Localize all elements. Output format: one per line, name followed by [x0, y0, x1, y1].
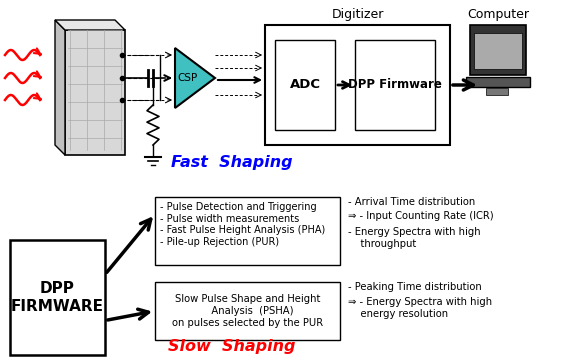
Text: ⇒ - Energy Spectra with high: ⇒ - Energy Spectra with high — [348, 297, 492, 307]
Text: ⇒ - Input Counting Rate (ICR): ⇒ - Input Counting Rate (ICR) — [348, 211, 493, 221]
Text: - Energy Spectra with high: - Energy Spectra with high — [348, 227, 481, 237]
Text: CSP: CSP — [178, 73, 198, 83]
Text: DPP
FIRMWARE: DPP FIRMWARE — [11, 281, 104, 314]
Text: - Pulse Detection and Triggering
- Pulse width measurements
- Fast Pulse Height : - Pulse Detection and Triggering - Pulse… — [160, 202, 325, 247]
Text: Fast  Shaping: Fast Shaping — [171, 155, 293, 170]
Text: ADC: ADC — [289, 79, 320, 92]
Text: Slow  Shaping: Slow Shaping — [168, 339, 296, 354]
Text: Slow Pulse Shape and Height
   Analysis  (PSHA)
on pulses selected by the PUR: Slow Pulse Shape and Height Analysis (PS… — [172, 294, 323, 328]
Bar — [265, 25, 450, 145]
Bar — [355, 40, 435, 130]
Bar — [474, 33, 522, 69]
Bar — [155, 282, 340, 340]
Text: - Peaking Time distribution: - Peaking Time distribution — [348, 282, 482, 292]
Bar — [486, 88, 508, 95]
Bar — [470, 25, 526, 75]
Polygon shape — [175, 48, 215, 108]
Bar — [65, 30, 125, 155]
Text: throughput: throughput — [348, 239, 416, 249]
Text: - Arrival Time distribution: - Arrival Time distribution — [348, 197, 475, 207]
Bar — [10, 240, 105, 355]
Text: Computer: Computer — [467, 8, 529, 21]
Bar — [155, 197, 340, 265]
Text: energy resolution: energy resolution — [348, 309, 448, 319]
Polygon shape — [55, 20, 125, 30]
Bar — [466, 77, 530, 87]
Text: Digitizer: Digitizer — [331, 8, 384, 21]
Bar — [275, 40, 335, 130]
Polygon shape — [55, 20, 65, 155]
Text: DPP Firmware: DPP Firmware — [348, 79, 442, 92]
